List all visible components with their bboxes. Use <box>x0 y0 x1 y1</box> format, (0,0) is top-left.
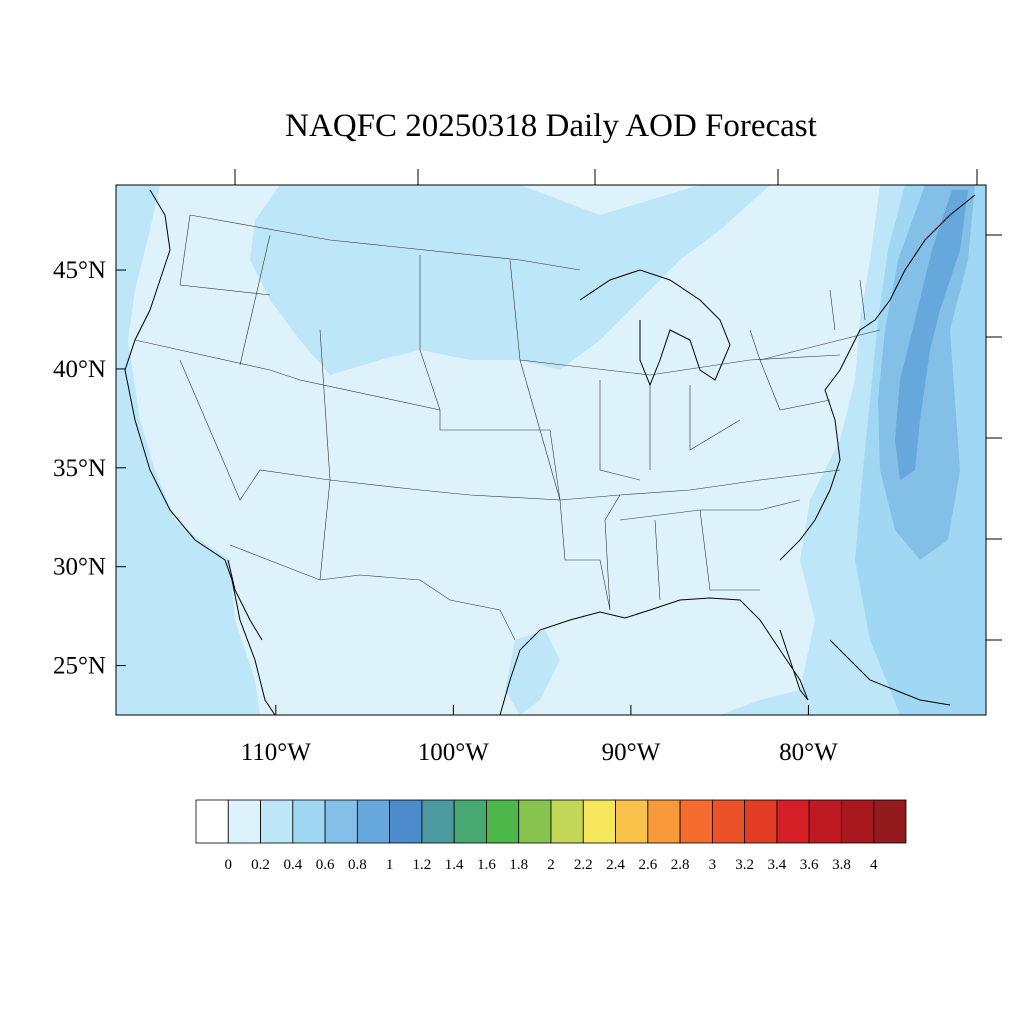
colorbar-label: 0.4 <box>283 857 302 873</box>
colorbar-label: 1.4 <box>445 857 464 873</box>
colorbar-swatch <box>421 799 455 844</box>
colorbar-swatch <box>711 799 746 844</box>
lat-label: 25°N <box>53 653 106 680</box>
colorbar-swatch <box>776 799 810 844</box>
colorbar-label: 2 <box>547 857 555 873</box>
colorbar-label: 1 <box>386 857 394 873</box>
right-ticks <box>986 234 1002 641</box>
colorbar: 0 0.2 0.4 0.6 0.8 1 1.2 1.4 1.6 1.8 2 2.2 2.4 2.6 2.8 3… <box>195 799 907 873</box>
colorbar-swatch <box>518 799 552 844</box>
aod-field <box>116 185 986 715</box>
colorbar-label: 1.6 <box>477 857 496 873</box>
colorbar-label: 2.2 <box>574 857 593 873</box>
colorbar-swatch <box>453 799 487 844</box>
map-title: NAQFC 20250318 Daily AOD Forecast <box>285 108 817 144</box>
colorbar-swatch <box>292 799 326 844</box>
lat-label: 40°N <box>53 356 106 383</box>
colorbar-swatch <box>195 799 229 844</box>
colorbar-swatch <box>260 799 294 844</box>
lat-label: 45°N <box>53 257 106 284</box>
lat-label: 30°N <box>53 554 106 581</box>
colorbar-label: 0.8 <box>348 857 367 873</box>
top-ticks <box>234 169 978 185</box>
colorbar-swatch <box>356 799 391 844</box>
colorbar-swatch <box>486 799 520 844</box>
coastline <box>124 189 976 715</box>
colorbar-label: 3 <box>709 857 717 873</box>
aod-gulf-patch <box>505 630 560 715</box>
colorbar-swatch <box>227 799 261 844</box>
lon-label: 110°W <box>241 739 312 766</box>
aod-northern-plains-band <box>250 185 770 375</box>
colorbar-swatch <box>744 799 778 844</box>
aod-atlantic-core <box>895 190 968 480</box>
colorbar-swatch <box>808 799 842 844</box>
colorbar-label: 3.8 <box>832 857 851 873</box>
colorbar-swatch <box>615 799 649 844</box>
colorbar-label: 2.4 <box>606 857 625 873</box>
latitude-axis: 45°N 40°N 35°N 30°N 25°N <box>53 257 126 680</box>
lat-label: 35°N <box>53 455 106 482</box>
colorbar-label: 1.2 <box>413 857 432 873</box>
colorbar-swatch <box>873 799 907 844</box>
colorbar-label: 3.2 <box>735 857 754 873</box>
colorbar-label: 3.4 <box>768 857 787 873</box>
colorbar-label: 0.2 <box>251 857 270 873</box>
lon-label: 100°W <box>418 739 489 766</box>
colorbar-swatch <box>647 799 681 844</box>
colorbar-swatch <box>679 799 713 844</box>
colorbar-label: 0 <box>225 857 233 873</box>
colorbar-label: 2.8 <box>671 857 690 873</box>
colorbar-label: 1.8 <box>509 857 528 873</box>
colorbar-swatch <box>550 799 584 844</box>
colorbar-label: 3.6 <box>800 857 819 873</box>
colorbar-swatch <box>389 799 423 844</box>
colorbar-label: 2.6 <box>638 857 657 873</box>
lon-label: 90°W <box>602 739 661 766</box>
colorbar-label: 0.6 <box>316 857 335 873</box>
colorbar-label: 4 <box>870 857 878 873</box>
lon-label: 80°W <box>779 739 838 766</box>
state-borders <box>134 214 881 641</box>
aod-pacific-band <box>116 185 260 715</box>
colorbar-swatch <box>841 799 875 844</box>
map-frame <box>115 184 987 716</box>
colorbar-swatch <box>582 799 616 844</box>
colorbar-swatch <box>324 799 358 844</box>
longitude-axis: 110°W 100°W 90°W 80°W <box>241 705 838 766</box>
